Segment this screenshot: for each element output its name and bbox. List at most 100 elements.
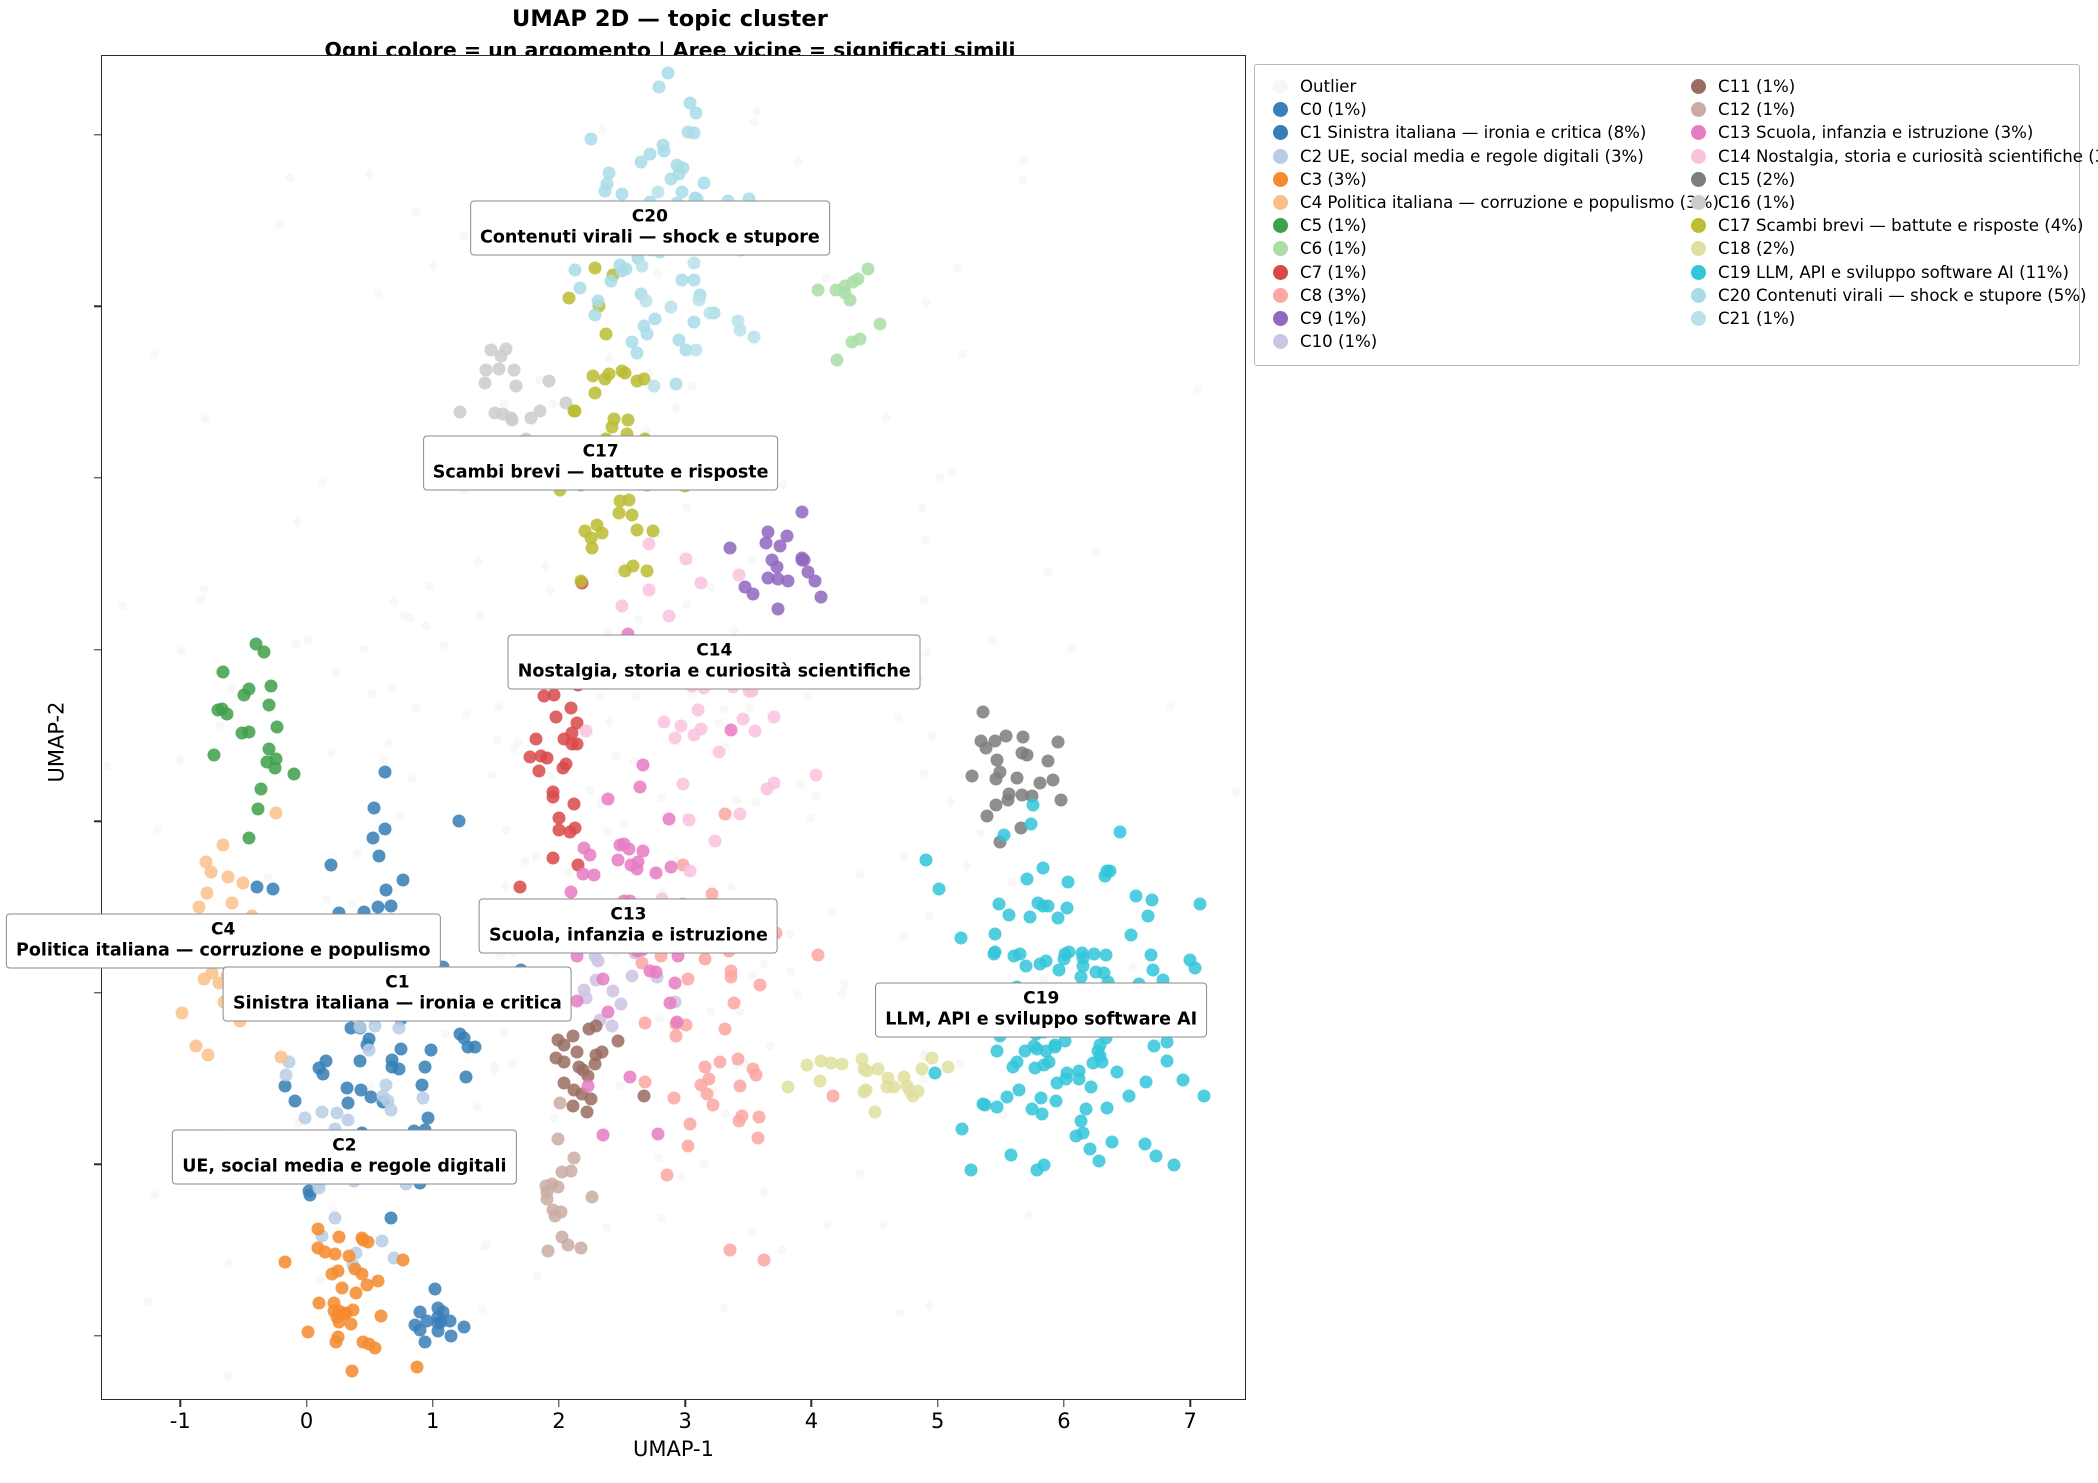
scatter-point: [767, 710, 781, 724]
scatter-point: [225, 896, 239, 910]
cluster-annotation-c2[interactable]: C2 UE, social media e regole digitali: [172, 1129, 517, 1185]
legend-item-c8[interactable]: C8 (3%): [1267, 284, 1685, 307]
cluster-annotation-c17[interactable]: C17 Scambi brevi — battute e risposte: [422, 435, 779, 491]
scatter-point: [398, 610, 408, 620]
scatter-point: [345, 1364, 359, 1378]
legend-item-c12[interactable]: C12 (1%): [1685, 98, 2081, 121]
legend-item-c18[interactable]: C18 (2%): [1685, 237, 2081, 260]
scatter-point: [1165, 702, 1175, 712]
scatter-point: [988, 636, 998, 646]
scatter-point: [291, 640, 301, 650]
cluster-annotation-c14[interactable]: C14 Nostalgia, storia e curiosità scienti…: [507, 634, 921, 690]
cluster-annotation-c20[interactable]: C20 Contenuti virali — shock e stupore: [470, 200, 830, 256]
scatter-point: [622, 493, 636, 507]
cluster-annotation-c4[interactable]: C4 Politica italiana — corruzione e popul…: [6, 913, 441, 969]
scatter-point: [501, 825, 511, 835]
scatter-point: [576, 867, 589, 881]
legend-marker-icon: [1691, 125, 1706, 141]
scatter-point: [795, 551, 809, 565]
scatter-point: [268, 761, 282, 774]
scatter-point: [670, 158, 684, 172]
scatter-point: [221, 870, 235, 884]
scatter-point: [1062, 945, 1076, 959]
legend-item-c0[interactable]: C0 (1%): [1267, 98, 1685, 121]
scatter-point: [366, 831, 380, 845]
scatter-point: [611, 750, 621, 760]
scatter-point: [1060, 901, 1074, 915]
scatter-point: [732, 1114, 746, 1127]
scatter-point: [838, 286, 852, 299]
scatter-point: [567, 1083, 581, 1097]
scatter-point: [915, 1062, 929, 1076]
cluster-annotation-c19[interactable]: C19 LLM, API e sviluppo software AI: [875, 982, 1208, 1038]
scatter-point: [367, 689, 377, 699]
legend-item-c3[interactable]: C3 (3%): [1267, 168, 1685, 191]
scatter-point: [706, 1098, 720, 1112]
scatter-point: [354, 1083, 368, 1097]
scatter-point: [226, 684, 236, 694]
scatter-point: [342, 1249, 356, 1263]
scatter-point: [664, 860, 678, 874]
legend-item-c4[interactable]: C4 Politica italiana — corruzione e popu…: [1267, 191, 1719, 214]
scatter-point: [796, 780, 806, 790]
legend-item-c6[interactable]: C6 (1%): [1267, 237, 1685, 260]
scatter-point: [492, 735, 502, 745]
scatter-point: [359, 644, 369, 654]
legend-item-c13[interactable]: C13 Scuola, infanzia e istruzione (3%): [1685, 121, 2081, 144]
scatter-point: [1041, 899, 1055, 913]
scatter-point: [689, 106, 703, 120]
cluster-annotation-c13[interactable]: C13 Scuola, infanzia e istruzione: [479, 898, 778, 954]
scatter-point: [1039, 954, 1053, 968]
legend-item-c2[interactable]: C2 UE, social media e regole digitali (3…: [1267, 145, 1685, 168]
scatter-point: [546, 851, 560, 865]
scatter-point: [311, 1222, 325, 1236]
legend-item-c14[interactable]: C14 Nostalgia, storia e curiosità scient…: [1685, 145, 2098, 168]
legend-item-c15[interactable]: C15 (2%): [1685, 168, 2081, 191]
scatter-point: [407, 774, 417, 784]
legend-item-c7[interactable]: C7 (1%): [1267, 261, 1685, 284]
legend-item-c20[interactable]: C20 Contenuti virali — shock e stupore (…: [1685, 284, 2087, 307]
legend-marker-icon: [1691, 195, 1706, 211]
scatter-point: [564, 868, 574, 878]
scatter-point: [385, 1053, 399, 1067]
legend-item-c9[interactable]: C9 (1%): [1267, 307, 1685, 330]
scatter-point: [633, 780, 647, 794]
scatter-point: [405, 613, 415, 623]
scatter-point: [919, 595, 928, 605]
legend[interactable]: Outlier C0 (1%) C1 Sinistra italiana — iro…: [1254, 64, 2098, 367]
scatter-point: [531, 852, 541, 862]
scatter-point: [292, 517, 302, 527]
legend-item-c10[interactable]: C10 (1%): [1267, 330, 1685, 353]
legend-item-c19[interactable]: C19 LLM, API e sviluppo software AI (11%…: [1685, 261, 2081, 284]
scatter-point: [719, 704, 729, 714]
scatter-point: [618, 366, 632, 380]
legend-item-c5[interactable]: C5 (1%): [1267, 214, 1685, 237]
scatter-point: [1176, 1073, 1190, 1086]
scatter-point: [670, 1015, 684, 1029]
scatter-point: [1099, 948, 1113, 962]
legend-marker-icon: [1273, 148, 1288, 164]
legend-item-c21[interactable]: C21 (1%): [1685, 307, 2081, 330]
scatter-point: [236, 876, 250, 889]
scatter-point: [1039, 974, 1049, 984]
scatter-point: [532, 764, 546, 777]
legend-item-c17[interactable]: C17 Scambi brevi — battute e risposte (4…: [1685, 214, 2084, 237]
scatter-point: [724, 970, 738, 984]
scatter-point: [878, 1220, 887, 1230]
scatter-point: [472, 1102, 481, 1112]
legend-item-c16[interactable]: C16 (1%): [1685, 191, 2081, 214]
legend-marker-icon: [1273, 102, 1288, 118]
scatter-point: [478, 376, 492, 390]
legend-item-c1[interactable]: C1 Sinistra italiana — ironia e critica …: [1267, 121, 1685, 144]
legend-item-outlier[interactable]: Outlier: [1267, 75, 1685, 98]
legend-item-c11[interactable]: C11 (1%): [1685, 75, 2081, 98]
scatter-point: [1145, 893, 1159, 907]
scatter-point: [777, 1245, 787, 1255]
scatter-point: [312, 1296, 325, 1310]
scatter-point: [976, 828, 986, 838]
scatter-point: [549, 1113, 559, 1123]
scatter-point: [1139, 1075, 1153, 1089]
cluster-annotation-c1[interactable]: C1 Sinistra italiana — ironia e critica: [222, 966, 572, 1022]
x-tick-label: -1: [169, 1409, 191, 1433]
scatter-point: [988, 927, 1002, 941]
